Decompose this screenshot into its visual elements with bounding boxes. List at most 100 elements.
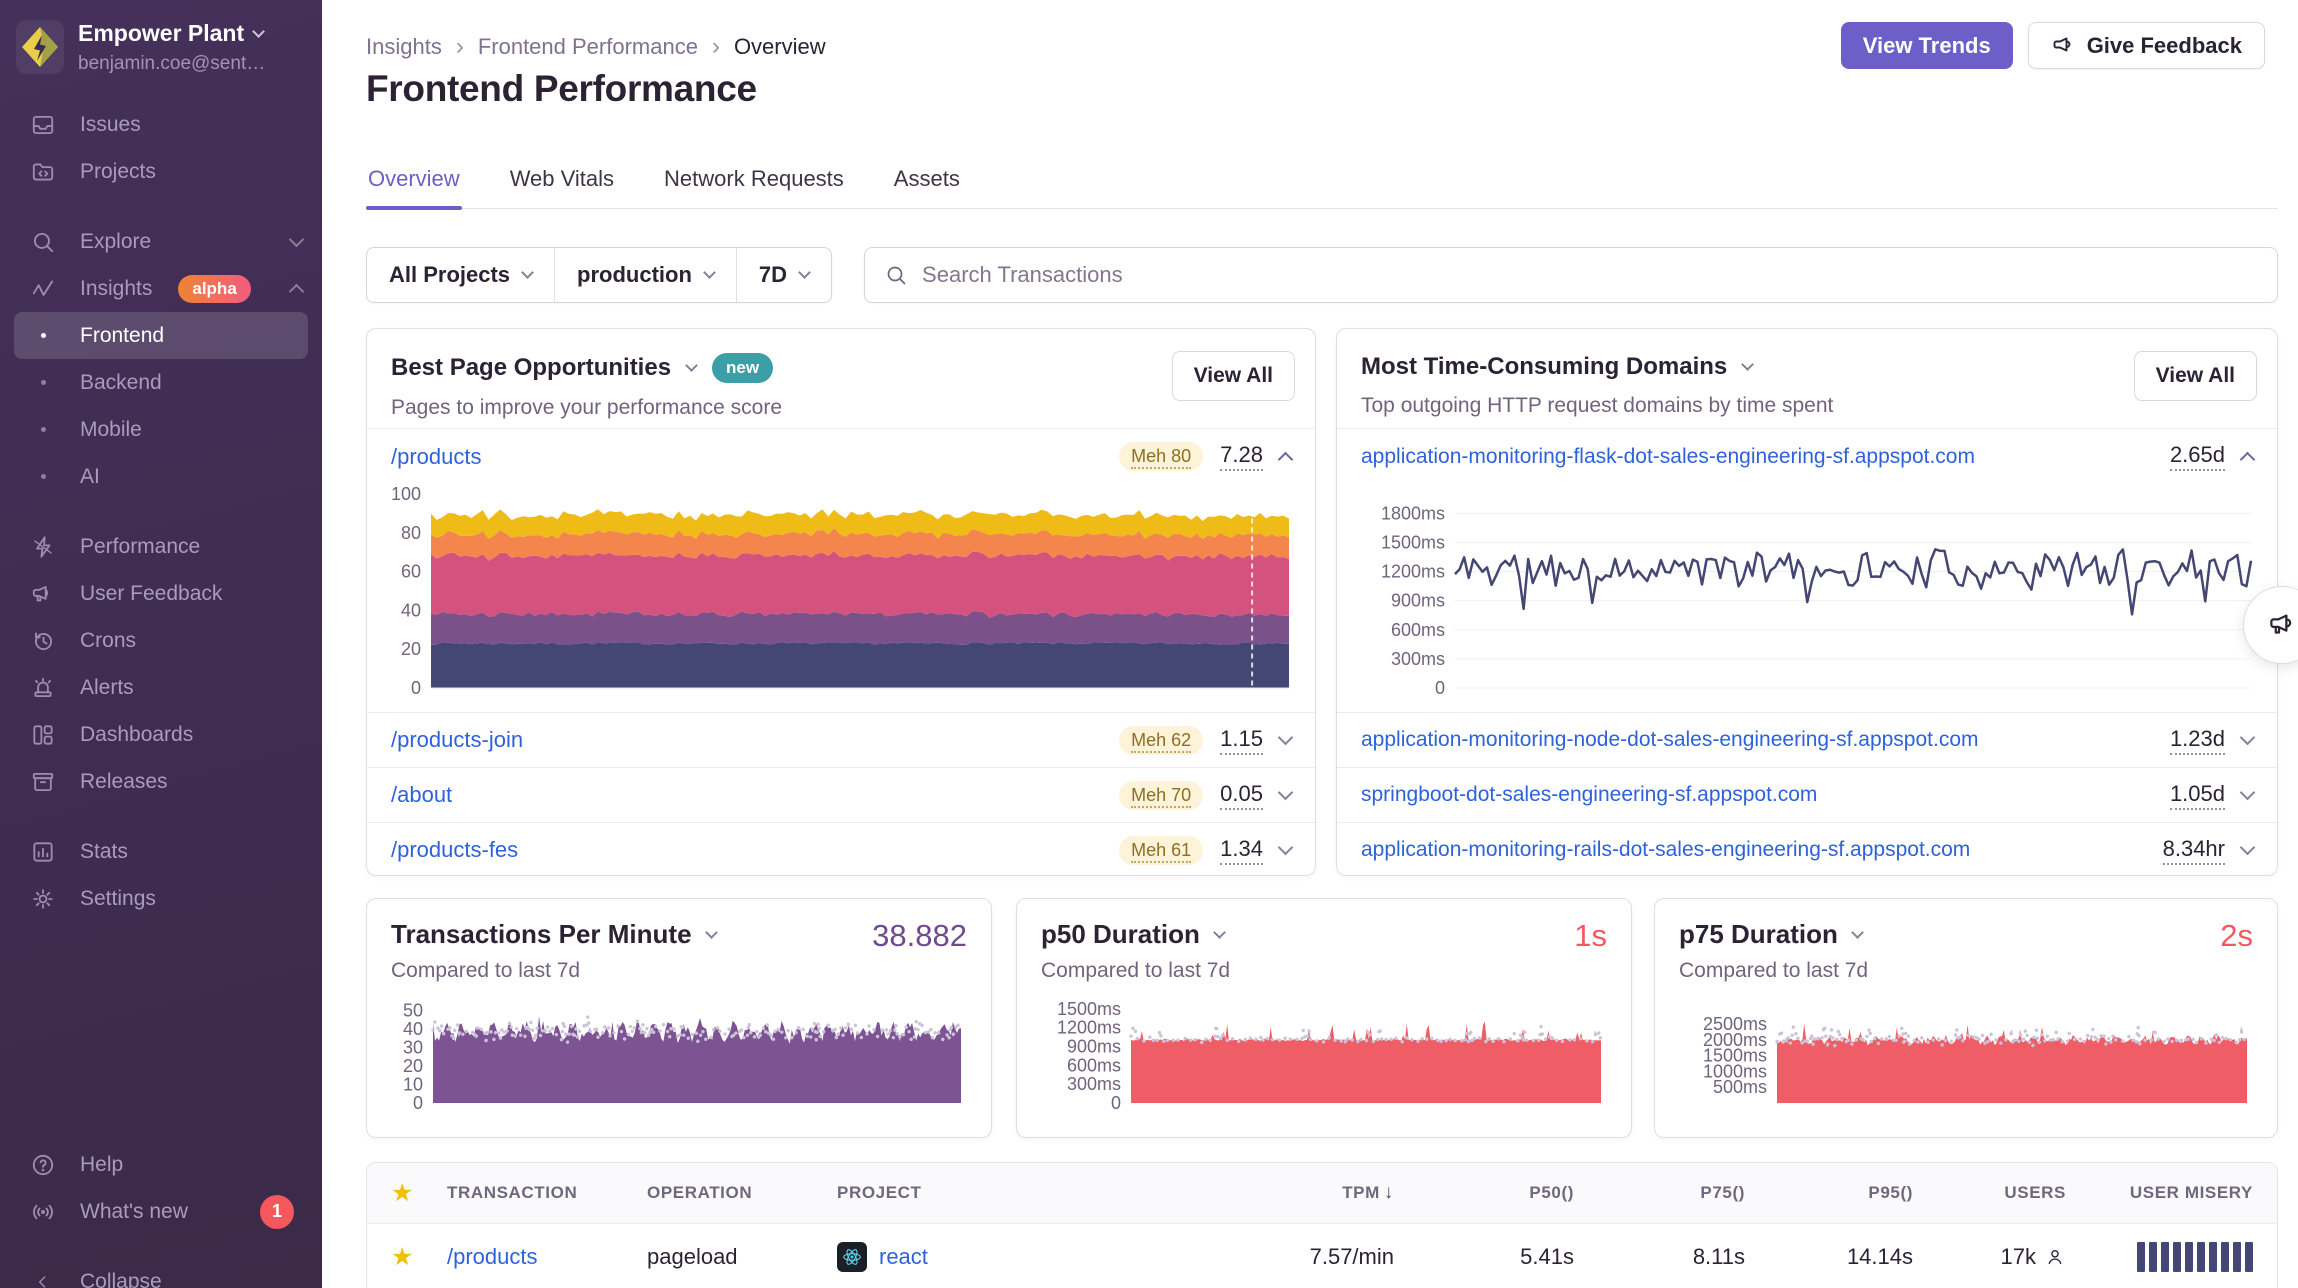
page-link[interactable]: /products-fes [391,837,519,862]
tab-web-vitals[interactable]: Web Vitals [509,166,615,191]
org-name: Empower Plant [78,20,245,46]
column-p95[interactable]: P95() [1868,1183,1913,1202]
transaction-link[interactable]: /products [447,1243,538,1269]
sidebar-item-insights[interactable]: Insights alpha [0,265,322,312]
chevron-down-icon [252,24,266,38]
panel-header: Best Page Opportunities new Pages to imp… [367,329,1315,429]
svg-text:40: 40 [403,1019,423,1039]
domain-link[interactable]: application-monitoring-flask-dot-sales-e… [1361,444,1975,468]
sidebar-item-whats-new[interactable]: What's new 1 [0,1188,322,1235]
org-switcher[interactable]: Empower Plant benjamin.coe@sent… [0,0,322,75]
help-icon [30,1152,56,1178]
bullet-icon [30,474,56,479]
sidebar-item-label: Help [80,1152,124,1176]
p75-cell: 8.11s [1692,1243,1745,1269]
chevron-left-icon [30,1272,56,1288]
sidebar-item-frontend[interactable]: Frontend [14,312,308,359]
sidebar-item-stats[interactable]: Stats [0,828,322,875]
user-misery-bars [2082,1241,2277,1272]
expand-row-button[interactable] [1277,729,1294,746]
search-icon [887,266,906,285]
sidebar-item-alerts[interactable]: Alerts [0,664,322,711]
page-link[interactable]: /products-join [391,727,524,752]
svg-text:1800ms: 1800ms [1381,503,1445,523]
sidebar-item-user-feedback[interactable]: User Feedback [0,570,322,617]
environment-filter[interactable]: production [554,248,736,302]
projects-icon [30,159,56,185]
sidebar-item-issues[interactable]: Issues [0,101,322,148]
opportunity-row: /about Meh 70 0.05 [367,767,1315,822]
project-filter[interactable]: All Projects [367,248,554,302]
sidebar-item-mobile[interactable]: Mobile [0,406,322,453]
page-link[interactable]: /about [391,782,453,807]
expand-row-button[interactable] [2239,729,2256,746]
sidebar-item-dashboards[interactable]: Dashboards [0,711,322,758]
chevron-down-icon[interactable] [1213,925,1226,939]
sidebar-item-projects[interactable]: Projects [0,148,322,195]
sidebar-item-settings[interactable]: Settings [0,875,322,922]
collapse-row-button[interactable] [1277,451,1294,467]
archive-icon [30,769,56,795]
expand-row-button[interactable] [1277,839,1294,856]
sidebar-item-performance[interactable]: Performance [0,523,322,570]
column-transaction[interactable]: TRANSACTION [447,1183,578,1202]
page-link[interactable]: /products [391,443,482,469]
sidebar-footer: Help What's new 1 Collapse [0,1141,322,1288]
column-p50[interactable]: P50() [1529,1183,1574,1202]
search-input[interactable] [922,262,2258,288]
column-p75[interactable]: P75() [1700,1183,1745,1202]
column-user-misery[interactable]: USER MISERY [2129,1183,2253,1202]
sidebar-item-label: Backend [80,370,162,394]
sidebar-item-ai[interactable]: AI [0,453,322,500]
domain-link[interactable]: application-monitoring-node-dot-sales-en… [1361,728,1979,751]
sidebar-item-releases[interactable]: Releases [0,758,322,805]
breadcrumb: Insights › Frontend Performance › Overvi… [366,33,826,61]
svg-text:900ms: 900ms [1391,591,1445,611]
sidebar-item-label: Mobile [80,417,142,441]
user-icon [2048,1249,2062,1264]
sidebar-collapse-button[interactable]: Collapse [0,1258,322,1288]
view-all-button[interactable]: View All [2133,351,2257,401]
column-tpm-sorted[interactable]: TPM ↓ [1342,1182,1394,1203]
column-operation[interactable]: OPERATION [647,1183,753,1202]
svg-text:0: 0 [413,1093,423,1113]
view-all-button[interactable]: View All [1171,351,1295,401]
sidebar-item-label: Settings [80,886,156,910]
header-actions: View Trends Give Feedback [1840,22,2265,69]
sidebar-item-label: Projects [80,159,156,183]
domain-link[interactable]: application-monitoring-rails-dot-sales-e… [1361,838,1971,861]
tab-overview[interactable]: Overview [366,166,462,210]
project-link[interactable]: react [879,1243,928,1269]
domain-link[interactable]: springboot-dot-sales-engineering-sf.apps… [1361,783,1818,806]
org-logo [16,20,64,74]
expand-row-button[interactable] [2239,839,2256,856]
chevron-down-icon[interactable] [704,925,718,939]
column-project[interactable]: PROJECT [837,1183,922,1202]
favorite-star-button[interactable]: ★ [391,1242,414,1271]
p50-cell: 5.41s [1520,1243,1574,1269]
give-feedback-button[interactable]: Give Feedback [2027,22,2265,69]
tab-assets[interactable]: Assets [893,166,960,191]
chevron-down-icon[interactable] [685,359,698,372]
date-range-filter[interactable]: 7D [735,248,831,302]
chevron-down-icon[interactable] [1851,925,1864,939]
collapse-row-button[interactable] [2239,451,2256,467]
expand-row-button[interactable] [1277,784,1294,801]
breadcrumb-insights[interactable]: Insights [366,34,442,59]
sidebar-item-crons[interactable]: Crons [0,617,322,664]
sidebar-item-label: What's new [80,1199,188,1223]
tab-network-requests[interactable]: Network Requests [664,166,844,191]
svg-text:1500ms: 1500ms [1057,999,1121,1019]
sidebar-item-backend[interactable]: Backend [0,359,322,406]
nav-divider [0,805,322,828]
view-trends-button[interactable]: View Trends [1840,22,2013,69]
sidebar-item-help[interactable]: Help [0,1141,322,1188]
floating-feedback-button[interactable] [2243,586,2298,664]
chevron-down-icon[interactable] [1741,358,1755,371]
expand-row-button[interactable] [2239,784,2256,801]
domain-time-value: 1.23d [2169,726,2225,755]
column-users[interactable]: USERS [2004,1183,2066,1202]
breadcrumb-frontend-performance[interactable]: Frontend Performance [477,34,698,59]
sidebar-item-explore[interactable]: Explore [0,218,322,265]
svg-text:80: 80 [401,523,421,543]
